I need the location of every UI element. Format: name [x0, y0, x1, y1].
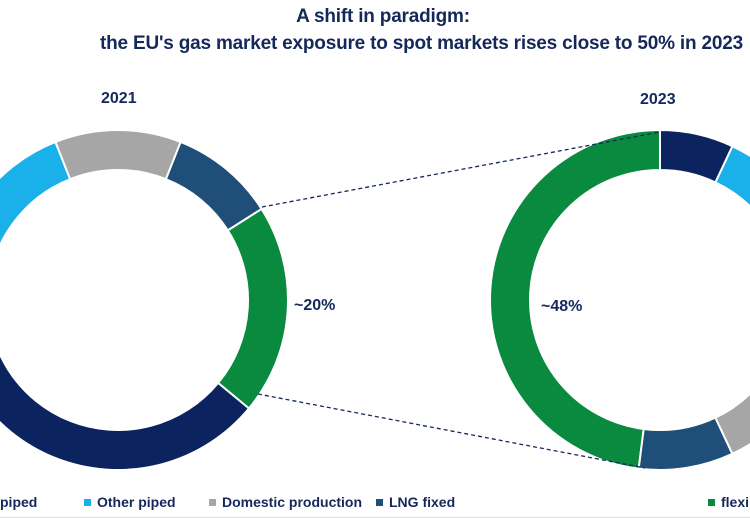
legend-item-lng-fixed: LNG fixed	[376, 494, 455, 510]
legend-swatch	[376, 498, 383, 506]
donut-2021-segment-other-piped	[0, 140, 72, 248]
flexible-2021-annotation: ~20%	[294, 297, 336, 314]
chart-title: A shift in paradigm:	[296, 6, 470, 27]
connector-line-bottom	[257, 393, 646, 469]
donut-2021-label: 2021	[101, 90, 137, 107]
donut-2023-segment-other-piped	[714, 144, 750, 208]
donut-2021-segment-flexible	[216, 207, 289, 410]
legend-item-piped: piped	[0, 494, 38, 510]
donut-2021-segment-lng-fixed	[164, 140, 263, 232]
donut-2023-label: 2023	[640, 91, 676, 108]
flexible-2023-annotation: ~48%	[541, 298, 583, 315]
donut-2023-segment-domestic-production	[714, 392, 750, 456]
chart-subtitle: the EU's gas market exposure to spot mar…	[100, 33, 743, 54]
legend-swatch	[209, 498, 216, 506]
donut-2023-segment-flexible	[489, 128, 661, 470]
legend-swatch	[708, 498, 715, 506]
donut-2021-segment-piped	[0, 351, 251, 471]
donut-2023-segment-piped	[659, 128, 734, 184]
connector-line-top	[261, 131, 661, 208]
donut-2021-segment-domestic-production	[54, 129, 182, 181]
donut-2023-segment-lng-fixed	[637, 416, 734, 471]
legend-swatch	[84, 498, 91, 506]
legend-item-domestic-production: Domestic production	[209, 494, 362, 510]
legend-item-flexible: flexible	[708, 494, 750, 510]
legend-item-other-piped: Other piped	[84, 494, 176, 510]
